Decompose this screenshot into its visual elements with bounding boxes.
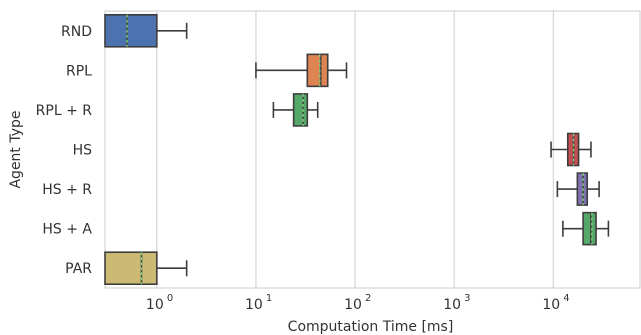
y-tick-label: RPL + R <box>36 103 93 119</box>
box-par <box>104 251 188 286</box>
box-rpl <box>255 53 348 88</box>
x-tick-label: 10 4 <box>542 293 569 313</box>
box-iqr <box>582 211 597 246</box>
x-tick-base: 10 <box>542 297 560 313</box>
box-iqr <box>292 93 309 127</box>
boxes <box>104 13 610 286</box>
x-tick-base: 10 <box>146 297 164 313</box>
x-tick-exponent: 4 <box>563 293 569 304</box>
y-tick-label: PAR <box>65 261 92 277</box>
x-tick-label: 10 3 <box>443 293 470 313</box>
box-iqr <box>306 53 329 88</box>
x-axis-label: Computation Time [ms] <box>288 319 454 335</box>
x-tick-label: 10 0 <box>146 293 173 313</box>
box-hs-a <box>562 211 610 246</box>
box-iqr <box>104 13 158 48</box>
x-tick-exponent: 0 <box>167 293 173 304</box>
x-tick-exponent: 2 <box>365 293 371 304</box>
x-tick-labels: 10 0 10 1 10 2 10 3 10 4 <box>146 293 570 313</box>
y-axis-label: Agent Type <box>8 110 24 188</box>
y-tick-labels: RND RPL RPL + R HS HS + R HS + A PAR <box>36 24 93 277</box>
x-tick-label: 10 1 <box>245 293 272 313</box>
y-tick-label: HS + A <box>42 222 92 238</box>
x-tick-base: 10 <box>245 297 263 313</box>
box-iqr <box>104 251 158 286</box>
box-hs-r <box>556 172 600 206</box>
x-tick-base: 10 <box>344 297 362 313</box>
x-tick-base: 10 <box>443 297 461 313</box>
y-tick-label: HS + R <box>42 182 92 198</box>
x-tick-label: 10 2 <box>344 293 371 313</box>
y-tick-label: RND <box>61 24 92 40</box>
y-tick-label: HS <box>73 143 93 159</box>
box-hs <box>550 132 592 167</box>
y-tick-label: RPL <box>66 63 92 79</box>
grid-lines <box>156 11 554 288</box>
plot-frame <box>104 10 641 289</box>
box-iqr <box>576 172 589 206</box>
box-rpl-r <box>272 93 319 127</box>
box-rnd <box>104 13 188 48</box>
x-tick-exponent: 3 <box>464 293 470 304</box>
x-tick-exponent: 1 <box>266 293 272 304</box>
